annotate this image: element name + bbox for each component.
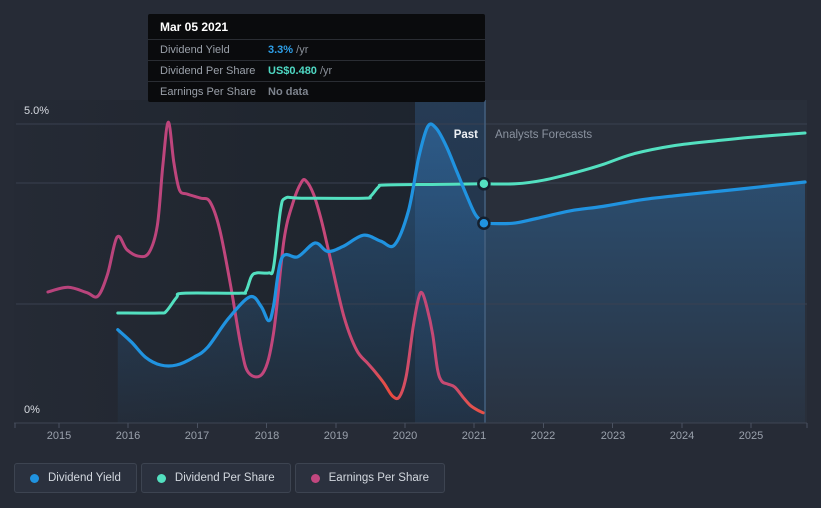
highlight-band: [415, 100, 485, 423]
legend-label: Earnings Per Share: [328, 472, 429, 484]
chart-tooltip: Mar 05 2021 Dividend Yield 3.3% /yr Divi…: [148, 14, 485, 102]
chart-legend: Dividend Yield Dividend Per Share Earnin…: [14, 463, 445, 493]
legend-label: Dividend Per Share: [174, 472, 275, 484]
tooltip-row-dividend-yield: Dividend Yield 3.3% /yr: [148, 39, 485, 60]
x-axis-year-label: 2025: [738, 430, 764, 442]
legend-item-dividend-yield[interactable]: Dividend Yield: [14, 463, 137, 493]
legend-dot-dividend-per-share: [156, 473, 166, 483]
dividend-per-share-dot: [477, 177, 491, 191]
tooltip-row-value: US$0.480 /yr: [268, 65, 333, 77]
x-axis-year-label: 2022: [530, 430, 556, 442]
x-axis-year-label: 2019: [323, 430, 349, 442]
x-axis-year-label: 2023: [600, 430, 626, 442]
tooltip-row-label: Dividend Yield: [160, 44, 230, 56]
legend-item-earnings-per-share[interactable]: Earnings Per Share: [294, 463, 445, 493]
dividend-yield-dot: [477, 216, 491, 231]
x-axis-year-label: 2021: [461, 430, 487, 442]
y-axis-label-bottom: 0%: [24, 404, 40, 416]
x-axis-year-label: 2020: [392, 430, 418, 442]
dividend-yield-line-past: [116, 122, 486, 368]
tooltip-row-label: Dividend Per Share: [160, 65, 256, 77]
tooltip-row-label: Earnings Per Share: [160, 86, 256, 98]
analysts-forecasts-label: Analysts Forecasts: [495, 129, 593, 141]
legend-dot-dividend-yield: [30, 473, 39, 483]
tooltip-date: Mar 05 2021: [160, 20, 229, 34]
dividend-yield-line-forecast: [482, 180, 807, 226]
x-axis-year-label: 2017: [184, 430, 210, 442]
legend-item-dividend-per-share[interactable]: Dividend Per Share: [140, 463, 291, 493]
tooltip-row-dividend-per-share: Dividend Per Share US$0.480 /yr: [148, 60, 485, 81]
y-axis-label-top: 5.0%: [24, 105, 50, 117]
x-axis-year-label: 2015: [46, 430, 72, 442]
axis-ticks: [14, 423, 808, 428]
dividend-per-share-line-past: [116, 182, 485, 315]
x-axis-year-label: 2024: [669, 430, 695, 442]
dividend-per-share-line-forecast: [481, 131, 807, 186]
tooltip-row-value: No data: [268, 86, 309, 98]
legend-dot-earnings-per-share: [310, 473, 320, 483]
x-axis-year-label: 2018: [254, 430, 280, 442]
legend-label: Dividend Yield: [48, 472, 121, 484]
gridlines: [16, 123, 807, 305]
tooltip-row-earnings-per-share: Earnings Per Share No data: [148, 81, 485, 102]
tooltip-row-value: 3.3% /yr: [268, 44, 309, 56]
x-axis-year-label: 2016: [115, 430, 141, 442]
past-label: Past: [453, 129, 478, 141]
earnings-per-share-line: [46, 120, 485, 415]
